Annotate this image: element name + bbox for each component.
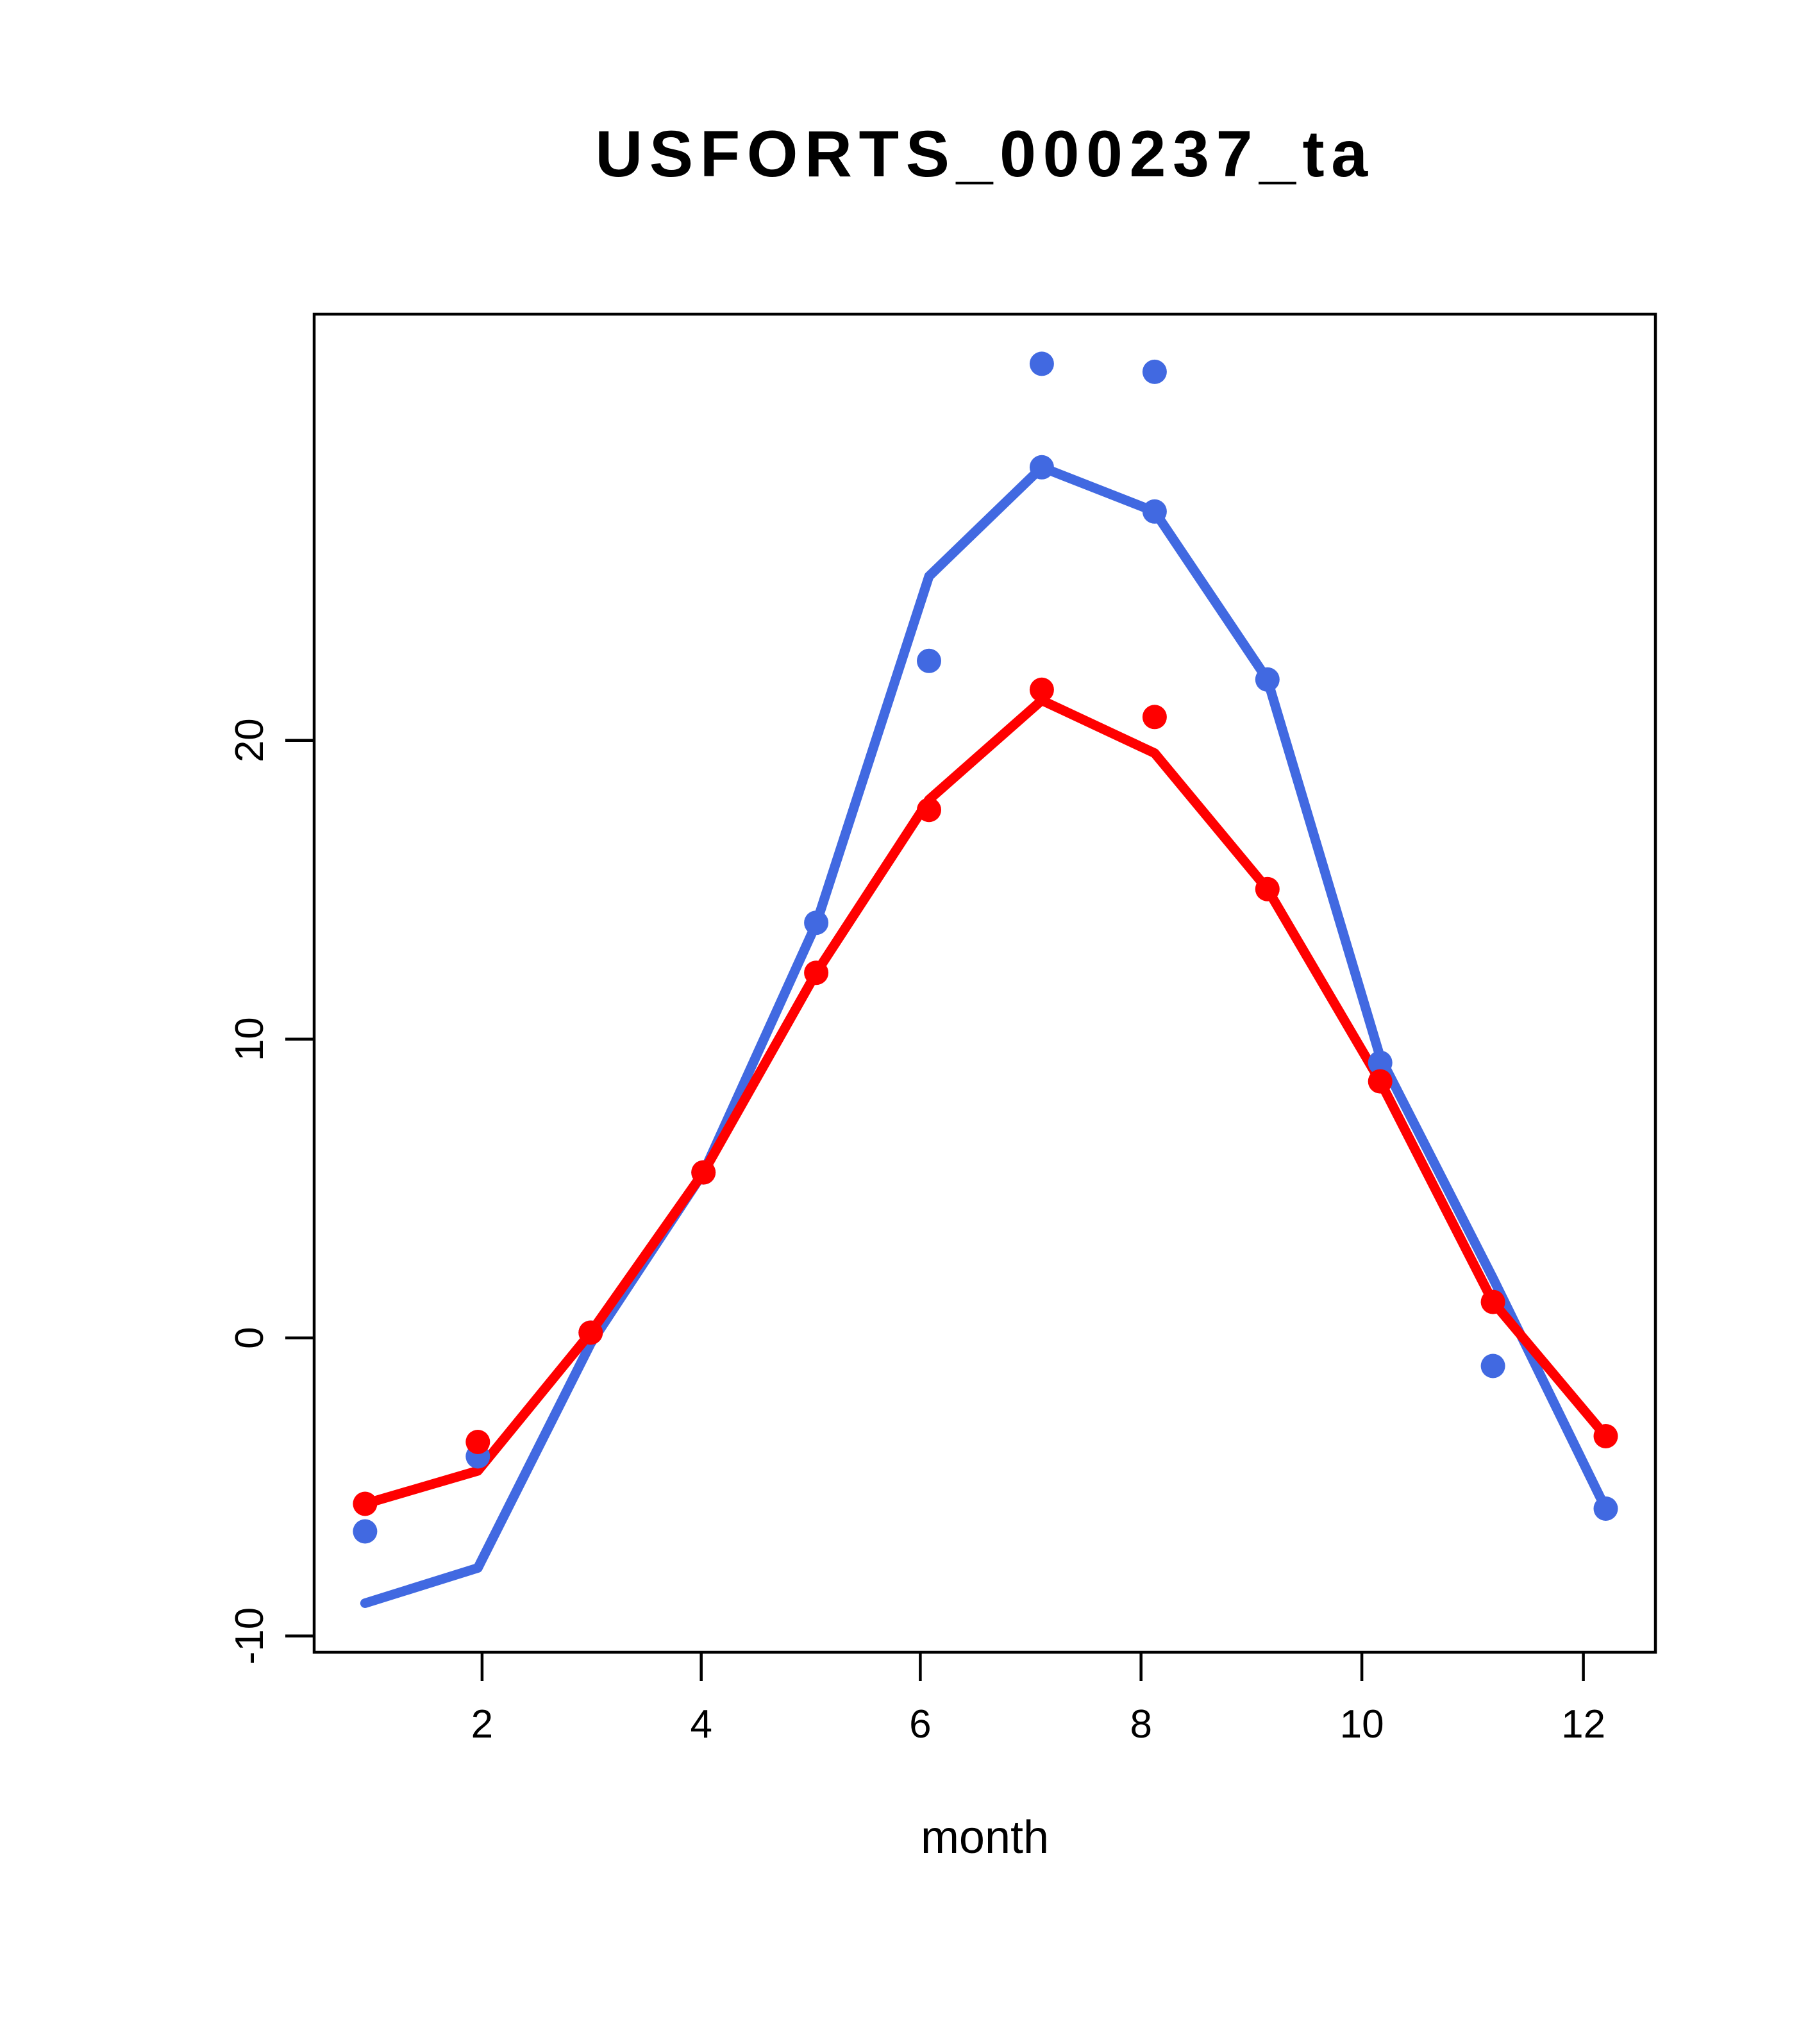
svg-text:20: 20 xyxy=(228,718,272,762)
svg-text:-10: -10 xyxy=(228,1607,272,1665)
svg-text:10: 10 xyxy=(228,1017,272,1061)
svg-text:month: month xyxy=(921,1812,1049,1863)
svg-text:4: 4 xyxy=(690,1702,712,1747)
svg-text:8: 8 xyxy=(1130,1702,1151,1747)
svg-text:6: 6 xyxy=(909,1702,931,1747)
svg-text:10: 10 xyxy=(1340,1702,1384,1747)
svg-text:12: 12 xyxy=(1561,1702,1605,1747)
svg-text:0: 0 xyxy=(228,1327,272,1348)
svg-text:2: 2 xyxy=(471,1702,493,1747)
